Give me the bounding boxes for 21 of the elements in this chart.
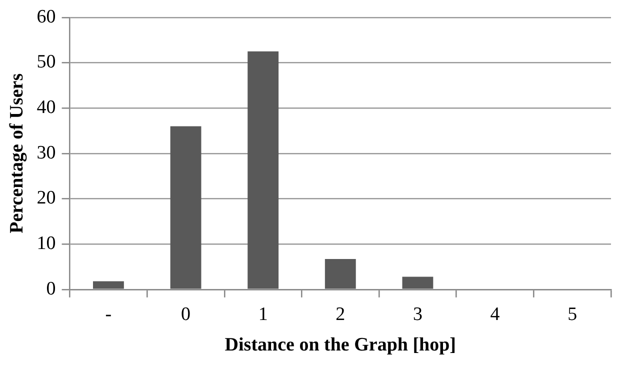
y-axis-title: Percentage of Users [6, 73, 28, 234]
x-tick-label: 3 [412, 304, 422, 325]
bar [170, 126, 202, 289]
y-tick-label: 10 [36, 233, 56, 254]
y-tick-label: 40 [36, 97, 56, 118]
bar [248, 51, 279, 289]
y-tick-label: 50 [36, 52, 56, 73]
x-tick-label: 1 [258, 304, 268, 325]
x-tick-label: 5 [568, 304, 578, 325]
x-axis-title: Distance on the Graph [hop] [224, 334, 456, 356]
x-tick-label: 2 [336, 304, 346, 325]
y-tick-label: 20 [36, 188, 56, 209]
bar [92, 281, 124, 289]
y-tick-label: 30 [36, 142, 56, 164]
y-tick-label: 60 [36, 6, 56, 28]
x-tick-label: 0 [181, 304, 191, 325]
bar [324, 259, 356, 289]
bar [402, 276, 434, 289]
x-tick-label: - [105, 304, 112, 325]
x-tick-label: 4 [490, 304, 500, 325]
y-tick-label: 0 [46, 278, 56, 300]
